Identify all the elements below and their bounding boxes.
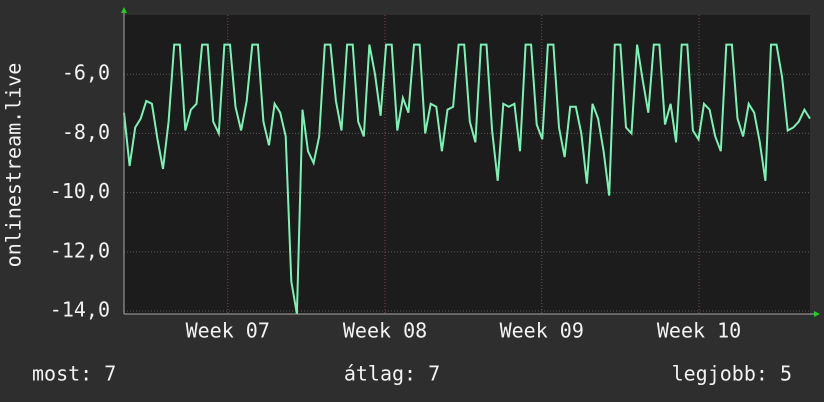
footer-best: legjobb: 5 xyxy=(672,362,792,386)
x-arrow xyxy=(814,311,820,317)
y-tick-label: -6,0 xyxy=(62,61,110,85)
y-axis-label: onlinestream.live xyxy=(2,63,26,268)
y-tick-label: -12,0 xyxy=(50,238,110,262)
y-tick-label: -10,0 xyxy=(50,179,110,203)
footer-average: átlag: 7 xyxy=(344,362,440,386)
y-tick-label: -8,0 xyxy=(62,120,110,144)
footer-current: most: 7 xyxy=(32,362,116,386)
y-tick-label: -14,0 xyxy=(50,298,110,322)
plot-area xyxy=(124,15,810,314)
y-arrow xyxy=(121,7,127,13)
x-tick-label: Week 09 xyxy=(500,319,584,343)
x-tick-label: Week 08 xyxy=(343,319,427,343)
x-tick-label: Week 07 xyxy=(186,319,270,343)
series-line xyxy=(123,43,811,315)
x-tick-label: Week 10 xyxy=(657,319,741,343)
